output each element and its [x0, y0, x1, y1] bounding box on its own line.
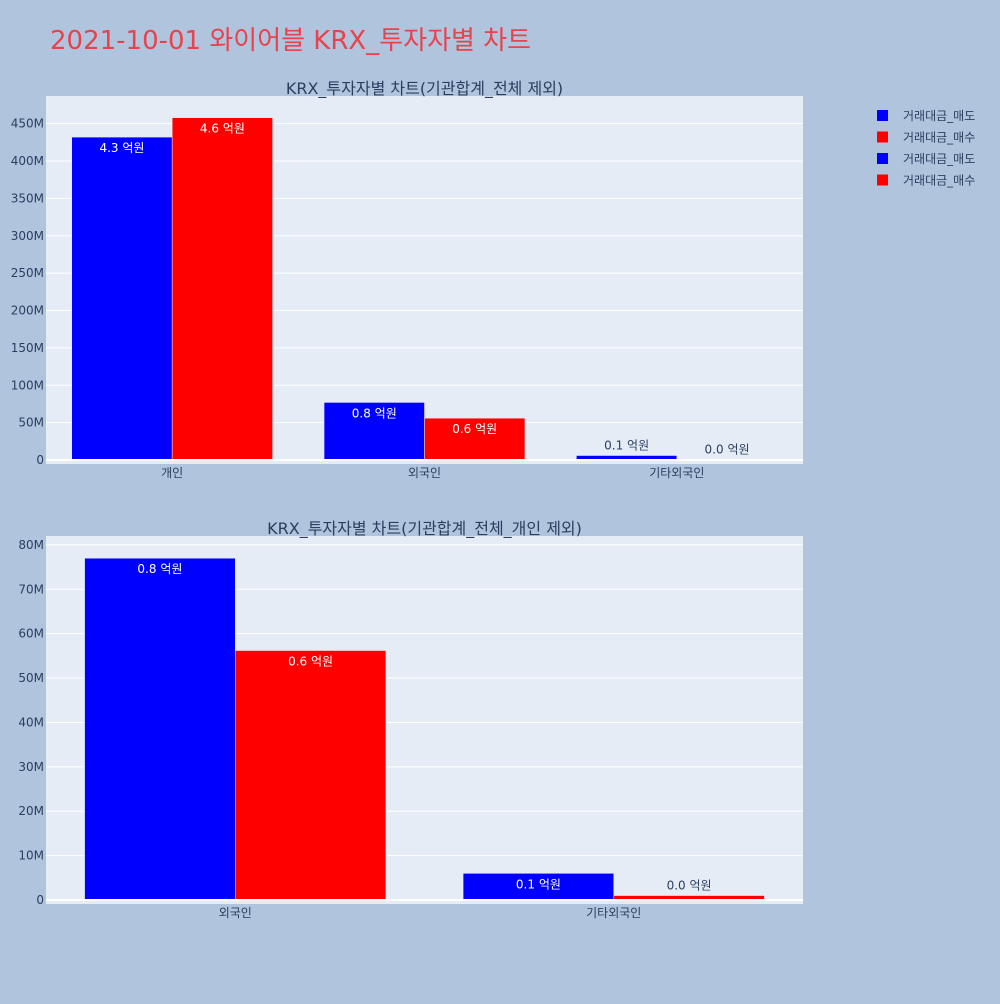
data-label: 0.6 억원 [452, 422, 497, 436]
legend-swatch [877, 131, 888, 143]
legend-label: 거래대금_매수 [903, 174, 975, 188]
legend-label: 거래대금_매수 [903, 131, 975, 145]
y-tick-label: 50M [18, 671, 44, 685]
data-label: 0.1 억원 [604, 439, 649, 453]
data-label: 0.0 억원 [667, 879, 712, 893]
y-tick-label: 0 [36, 893, 44, 907]
chart-1: 0 50M 100M 150M 200M 250M 300M 350M 400M 450M 4.3 … [11, 79, 803, 480]
data-label: 0.1 억원 [516, 877, 561, 891]
y-tick-label: 0 [36, 453, 44, 467]
bar-sell [71, 136, 173, 461]
page-title: 2021-10-01 와이어블 KRX_투자자별 차트 [50, 26, 531, 56]
x-tick-label: 기타외국인 [586, 906, 641, 920]
bar-sell [323, 402, 425, 461]
bar-sell [462, 873, 614, 901]
bar-sell [84, 557, 236, 901]
y-tick-label: 400M [11, 154, 44, 168]
y-tick-label: 150M [11, 341, 44, 355]
y-tick-label: 300M [11, 229, 44, 243]
bar-buy [171, 117, 273, 461]
y-tick-label: 200M [11, 304, 44, 318]
x-tick-label: 개인 [161, 466, 183, 480]
y-tick-label: 250M [11, 266, 44, 280]
x-tick-label: 외국인 [219, 906, 252, 920]
plots: 0 50M 100M 150M 200M 250M 300M 350M 400M 450M 4.3 … [11, 79, 803, 920]
y-tick-label: 20M [18, 804, 44, 818]
y-tick-label: 40M [18, 715, 44, 729]
y-tick-label: 350M [11, 191, 44, 205]
legend-swatch [877, 153, 888, 164]
y-tick-label: 70M [18, 582, 44, 596]
data-label: 0.0 억원 [705, 442, 750, 456]
data-label: 0.8 억원 [352, 406, 397, 420]
chart-2: 0 10M 20M 30M 40M 50M 60M 70M 80M 0.8 억원 0.1 억원 0.6… [18, 519, 803, 920]
legend-label: 거래대금_매도 [903, 109, 975, 123]
bar-buy [235, 650, 387, 901]
y-tick-label: 60M [18, 627, 44, 641]
x-tick-label: 외국인 [408, 466, 441, 480]
data-label: 4.6 억원 [200, 122, 245, 136]
y-tick-label: 100M [11, 378, 44, 392]
legend-item: 거래대금_매도 [877, 152, 975, 166]
chart-title: KRX_투자자별 차트(기관합계_전체 제외) [286, 79, 563, 99]
x-tick-label: 기타외국인 [649, 466, 704, 480]
y-tick-label: 50M [18, 416, 44, 430]
y-tick-label: 80M [18, 538, 44, 552]
legend-item: 거래대금_매수 [877, 131, 975, 145]
y-tick-label: 30M [18, 760, 44, 774]
y-tick-label: 450M [11, 117, 44, 131]
data-label: 0.6 억원 [288, 655, 333, 669]
legend-item: 거래대금_매수 [877, 174, 975, 188]
data-label: 4.3 억원 [99, 141, 144, 155]
legend-swatch [877, 110, 888, 121]
chart-title: KRX_투자자별 차트(기관합계_전체_개인 제외) [267, 519, 582, 539]
legend-item: 거래대금_매도 [877, 109, 975, 123]
bar-buy [424, 417, 526, 461]
y-tick-label: 10M [18, 849, 44, 863]
legend-label: 거래대금_매도 [903, 152, 975, 166]
legend-swatch [877, 174, 888, 186]
data-label: 0.8 억원 [137, 562, 182, 576]
